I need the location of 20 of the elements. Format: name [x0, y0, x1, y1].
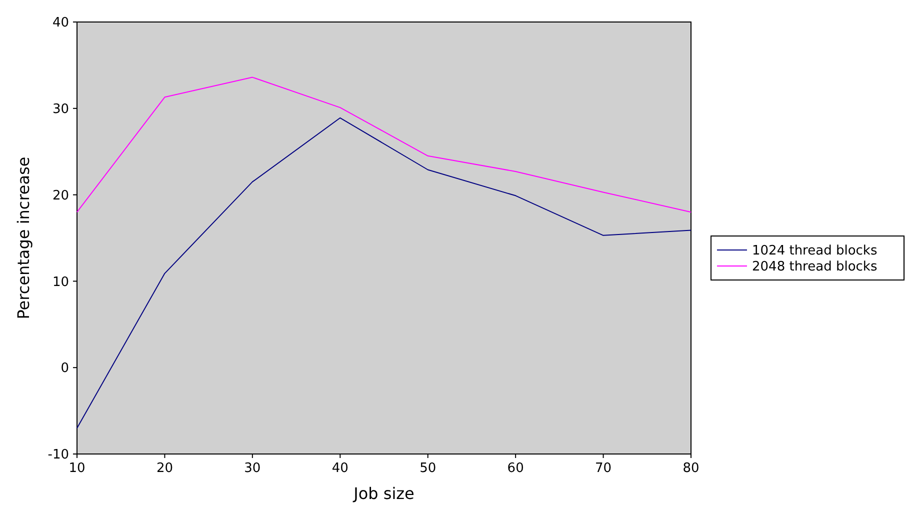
line-series	[76, 76, 692, 213]
x-tick-label: 60	[507, 461, 524, 476]
x-tick-label: 30	[244, 461, 261, 476]
legend-label: 1024 thread blocks	[752, 244, 878, 259]
x-tick-label: 40	[332, 461, 348, 476]
x-tick-label: 20	[156, 461, 173, 476]
x-tick-label: 50	[420, 461, 436, 476]
x-axis-title: Job size	[352, 484, 414, 503]
x-tick-label: 80	[682, 461, 700, 476]
y-tick-label: 20	[52, 188, 69, 204]
x-tick-label: 70	[595, 461, 612, 476]
y-tick-label: 0	[60, 361, 69, 376]
y-tick-label: -10	[48, 448, 69, 463]
y-tick-label: 40	[52, 16, 69, 31]
x-tick-label: 10	[68, 461, 86, 476]
y-axis-title: Percentage increase	[14, 156, 33, 320]
line-series	[76, 117, 692, 429]
y-tick-label: 30	[52, 102, 69, 117]
legend-label: 2048 thread blocks	[752, 260, 878, 275]
y-tick-label: 10	[52, 274, 69, 290]
